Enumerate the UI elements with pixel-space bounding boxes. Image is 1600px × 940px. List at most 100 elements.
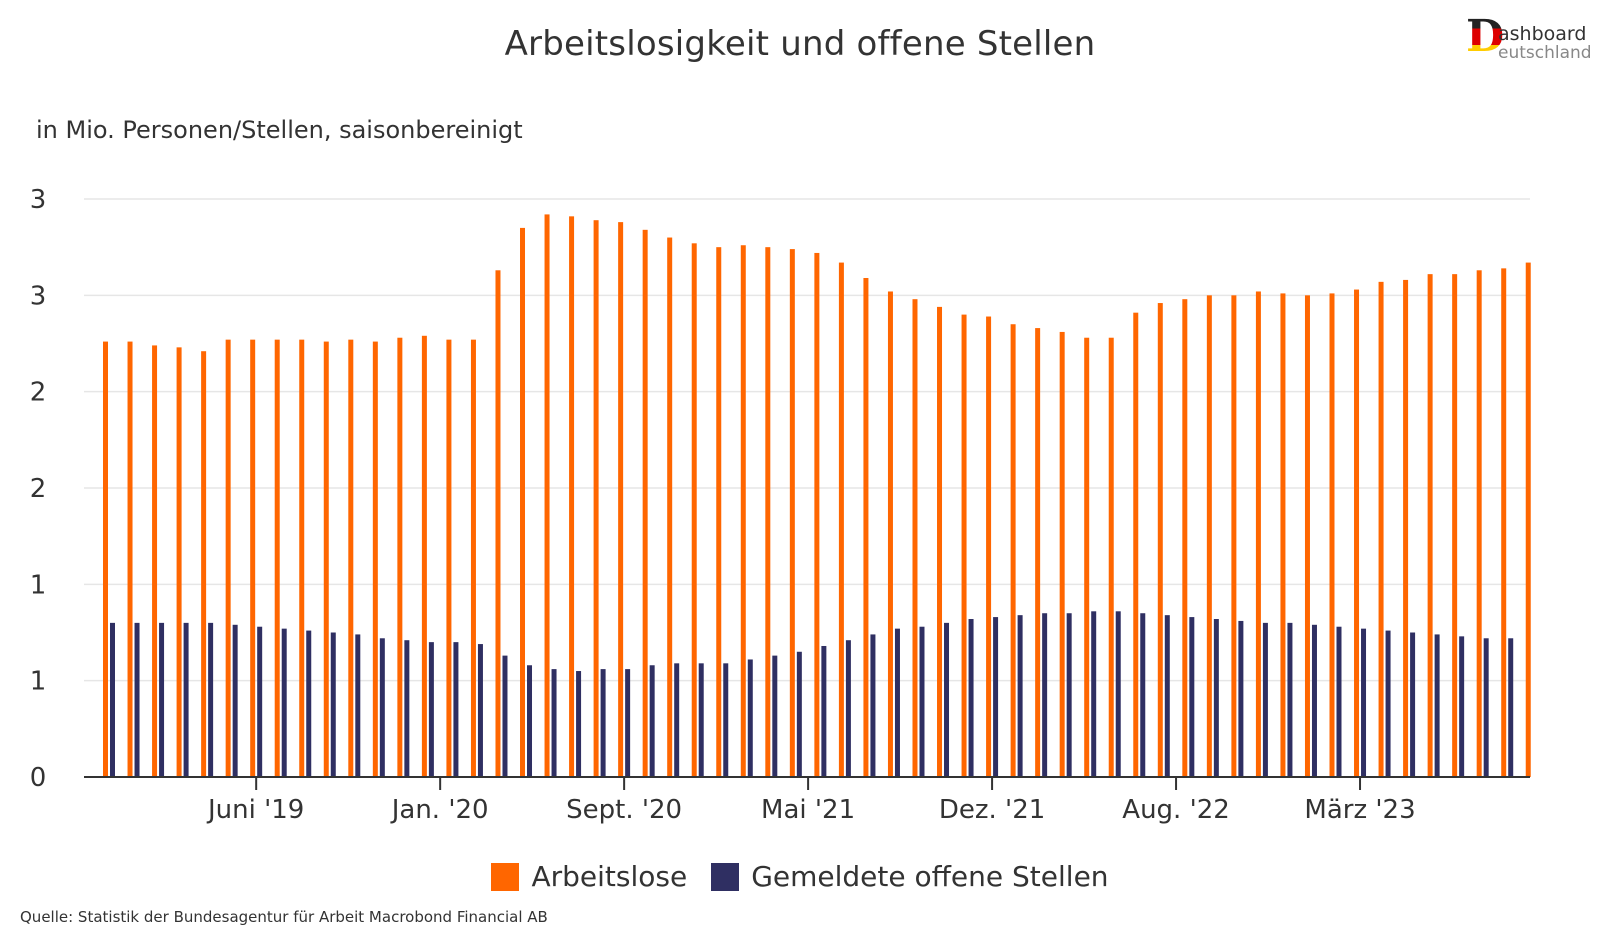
bar-offene-stellen	[355, 634, 361, 777]
bar-offene-stellen	[502, 655, 508, 777]
bar-arbeitslose	[421, 335, 427, 777]
bar-offene-stellen	[306, 630, 312, 777]
x-tick-label: Aug. '22	[1122, 795, 1230, 825]
bar-arbeitslose	[1329, 293, 1335, 777]
dashboard-deutschland-logo: D ashboard eutschland	[1466, 12, 1592, 64]
x-tick-label: Sept. '20	[566, 795, 682, 825]
y-tick-label: 3	[30, 185, 47, 215]
legend-label-offene-stellen: Gemeldete offene Stellen	[751, 860, 1109, 893]
bar-offene-stellen	[894, 628, 900, 777]
bar-offene-stellen	[1238, 620, 1244, 777]
bar-arbeitslose	[1378, 281, 1384, 777]
bar-offene-stellen	[919, 626, 925, 777]
bar-arbeitslose	[274, 339, 280, 777]
bar-offene-stellen	[772, 655, 778, 777]
bar-offene-stellen	[1483, 638, 1489, 777]
bar-arbeitslose	[1452, 274, 1458, 777]
bar-arbeitslose	[937, 306, 943, 777]
bar-arbeitslose	[1255, 291, 1261, 777]
bar-arbeitslose	[1133, 312, 1139, 777]
y-tick-label: 2	[30, 474, 47, 504]
bar-arbeitslose	[740, 245, 746, 778]
bar-offene-stellen	[281, 628, 287, 777]
bar-offene-stellen	[944, 622, 950, 777]
bar-arbeitslose	[152, 345, 158, 777]
bar-offene-stellen	[1189, 617, 1195, 777]
x-tick-label: Juni '19	[206, 795, 304, 825]
y-tick-label: 1	[30, 570, 47, 600]
bar-arbeitslose	[1010, 324, 1016, 777]
bar-arbeitslose	[1108, 337, 1114, 777]
bar-offene-stellen	[870, 634, 876, 777]
chart-title: Arbeitslosigkeit und offene Stellen	[504, 24, 1096, 64]
bar-arbeitslose	[1182, 299, 1188, 777]
y-tick-label: 3	[30, 281, 47, 311]
chart-legend: Arbeitslose Gemeldete offene Stellen	[0, 860, 1600, 893]
bar-offene-stellen	[159, 622, 165, 777]
source-note: Quelle: Statistik der Bundesagentur für …	[20, 908, 548, 926]
bar-arbeitslose	[569, 216, 575, 778]
bar-arbeitslose	[1525, 262, 1531, 778]
bar-offene-stellen	[600, 669, 606, 777]
bar-arbeitslose	[887, 291, 893, 777]
bar-arbeitslose	[1501, 268, 1507, 777]
bar-arbeitslose	[544, 214, 550, 777]
bar-arbeitslose	[1206, 295, 1212, 777]
bar-arbeitslose	[912, 299, 918, 777]
bar-arbeitslose	[348, 339, 354, 777]
bar-offene-stellen	[379, 638, 385, 777]
bar-offene-stellen	[1164, 615, 1170, 777]
bar-arbeitslose	[642, 229, 648, 777]
legend-item-arbeitslose: Arbeitslose	[491, 860, 687, 893]
bar-arbeitslose	[765, 247, 771, 777]
bar-arbeitslose	[1035, 328, 1041, 777]
bar-arbeitslose	[1157, 303, 1163, 777]
bar-offene-stellen	[845, 640, 851, 777]
bar-arbeitslose	[127, 341, 133, 777]
bar-offene-stellen	[968, 619, 974, 777]
bar-arbeitslose	[691, 243, 697, 777]
legend-label-arbeitslose: Arbeitslose	[531, 860, 688, 893]
bar-arbeitslose	[1231, 295, 1237, 777]
bar-arbeitslose	[225, 339, 231, 777]
bar-arbeitslose	[838, 262, 844, 778]
bar-offene-stellen	[723, 663, 729, 777]
x-tick-label: Dez. '21	[939, 795, 1045, 825]
bar-offene-stellen	[1459, 636, 1465, 777]
bar-arbeitslose	[986, 316, 992, 777]
bar-offene-stellen	[649, 665, 655, 777]
x-tick-label: Jan. '20	[390, 795, 489, 825]
y-tick-label: 1	[30, 667, 47, 697]
bar-arbeitslose	[446, 339, 452, 777]
bar-offene-stellen	[1262, 622, 1268, 777]
bar-arbeitslose	[176, 347, 182, 777]
bar-offene-stellen	[428, 642, 434, 777]
bar-offene-stellen	[208, 622, 214, 777]
bar-offene-stellen	[1091, 611, 1097, 777]
bar-offene-stellen	[1434, 634, 1440, 777]
bar-arbeitslose	[103, 341, 108, 777]
bar-offene-stellen	[453, 642, 459, 777]
bar-arbeitslose	[1354, 289, 1360, 777]
bar-offene-stellen	[1066, 613, 1072, 777]
bar-offene-stellen	[330, 632, 336, 777]
bar-offene-stellen	[1508, 638, 1514, 777]
bar-offene-stellen	[625, 669, 631, 777]
bar-arbeitslose	[593, 220, 599, 777]
bar-arbeitslose	[1084, 337, 1090, 777]
bar-offene-stellen	[576, 671, 582, 777]
logo-line2: eutschland	[1498, 43, 1592, 63]
bar-arbeitslose	[667, 237, 673, 778]
bar-arbeitslose	[201, 351, 207, 777]
bar-offene-stellen	[1336, 626, 1342, 777]
bar-offene-stellen	[477, 644, 483, 777]
bar-arbeitslose	[1280, 293, 1286, 777]
bar-arbeitslose	[372, 341, 378, 777]
bar-arbeitslose	[814, 252, 820, 778]
bar-offene-stellen	[527, 665, 533, 777]
bar-offene-stellen	[674, 663, 680, 777]
bar-arbeitslose	[520, 227, 526, 777]
bar-offene-stellen	[1017, 615, 1023, 777]
y-tick-label: 2	[30, 378, 47, 408]
